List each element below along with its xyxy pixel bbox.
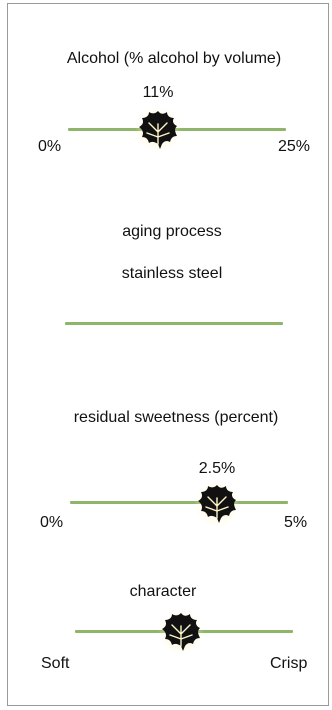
wine-profile-panel: Alcohol (% alcohol by volume) 11% 0% 25%… (7, 3, 329, 706)
alcohol-max-label: 25% (278, 138, 311, 155)
sweetness-title: residual sweetness (percent) (73, 409, 279, 426)
character-min-label: Soft (41, 655, 70, 672)
aging-title: aging process (122, 223, 222, 240)
alcohol-title: Alcohol (% alcohol by volume) (66, 50, 282, 67)
aging-value: stainless steel (121, 265, 223, 282)
character-max-label: Crisp (270, 655, 308, 672)
sweetness-value: 2.5% (198, 460, 236, 477)
aging-track (65, 322, 283, 325)
sweetness-min-label: 0% (40, 514, 64, 531)
character-title: character (129, 583, 197, 600)
grape-leaf-icon (134, 106, 182, 154)
grape-leaf-icon (157, 608, 205, 656)
sweetness-slider-track (70, 501, 288, 504)
alcohol-min-label: 0% (38, 138, 62, 155)
alcohol-value: 11% (142, 84, 174, 101)
grape-leaf-icon (193, 480, 241, 528)
sweetness-max-label: 5% (284, 514, 308, 531)
